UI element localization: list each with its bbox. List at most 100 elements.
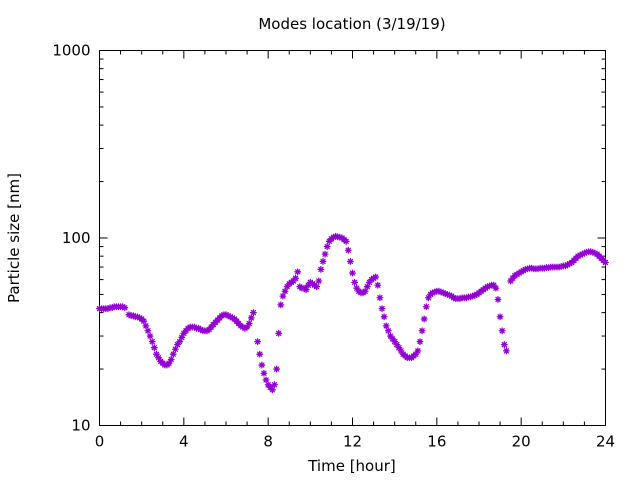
data-point <box>418 327 426 335</box>
data-point <box>494 296 502 303</box>
data-point <box>317 265 325 273</box>
data-point <box>222 311 230 319</box>
data-point <box>378 305 386 313</box>
data-point <box>591 249 599 257</box>
y-tick-label: 100 <box>62 229 91 247</box>
data-point <box>507 277 515 285</box>
data-point <box>492 284 500 292</box>
chart-title: Modes location (3/19/19) <box>258 15 445 33</box>
data-point <box>374 281 382 289</box>
data-point <box>258 361 266 369</box>
axis-tick-labels: 0 4 8 12 16 20 24 10 100 1000 <box>52 42 615 451</box>
data-point <box>574 252 582 260</box>
data-point <box>119 303 127 311</box>
y-axis-label: Particle size [nm] <box>5 173 23 303</box>
data-point <box>431 288 439 296</box>
data-point <box>462 294 470 302</box>
data-point <box>262 376 270 384</box>
data-point <box>281 287 289 295</box>
data-point <box>414 347 422 355</box>
x-tick-label: 20 <box>512 433 531 451</box>
data-point <box>361 287 369 295</box>
data-point <box>279 292 287 300</box>
data-point <box>578 250 586 258</box>
data-point <box>152 350 160 358</box>
data-point <box>218 312 226 320</box>
data-point <box>256 350 264 358</box>
x-tick-label: 24 <box>596 433 615 451</box>
data-point <box>429 289 437 297</box>
data-point <box>260 369 268 377</box>
x-tick-label: 0 <box>95 433 105 451</box>
data-point <box>456 295 464 303</box>
data-point <box>498 327 506 335</box>
data-point <box>313 283 321 291</box>
data-point <box>226 313 234 321</box>
data-point <box>471 291 479 299</box>
x-tick-label: 8 <box>263 433 273 451</box>
data-point <box>342 237 350 245</box>
data-point <box>397 347 405 355</box>
data-point <box>450 294 458 302</box>
data-point <box>576 251 584 259</box>
data-point <box>439 289 447 297</box>
data-point <box>290 277 297 285</box>
data-point <box>564 261 571 269</box>
data-point <box>148 338 156 346</box>
x-tick-label: 16 <box>427 433 446 451</box>
data-point <box>167 356 175 363</box>
data-point <box>412 350 420 358</box>
axis-ticks <box>99 50 606 426</box>
data-point <box>283 283 291 291</box>
plot-frame <box>99 50 606 426</box>
data-point <box>384 327 392 335</box>
data-point <box>346 257 354 265</box>
data-point <box>441 290 449 298</box>
data-point <box>121 304 129 312</box>
data-point <box>589 248 597 256</box>
data-point <box>108 304 116 312</box>
data-point <box>245 320 253 327</box>
y-tick-label: 10 <box>71 417 90 435</box>
data-point <box>380 313 388 321</box>
data-point <box>155 354 162 362</box>
data-point <box>323 243 331 251</box>
data-point <box>125 311 133 319</box>
data-point <box>268 386 276 394</box>
data-point <box>176 338 184 346</box>
data-point <box>140 317 148 325</box>
data-point <box>496 313 504 321</box>
data-point <box>247 314 255 322</box>
data-point <box>271 381 278 389</box>
data-point <box>382 322 390 330</box>
x-axis-label: Time [hour] <box>307 457 396 475</box>
data-point <box>446 291 453 299</box>
data-point <box>254 338 262 346</box>
data-point <box>395 344 403 352</box>
data-point <box>393 341 401 349</box>
data-point <box>351 278 359 286</box>
data-point <box>467 293 475 301</box>
data-point <box>304 281 312 289</box>
data-point <box>142 322 150 330</box>
data-point <box>224 312 232 320</box>
data-point <box>144 327 152 335</box>
data-points <box>96 232 609 394</box>
data-point <box>249 309 257 317</box>
data-point <box>486 282 493 290</box>
data-point <box>344 246 352 254</box>
data-point <box>420 315 428 323</box>
data-point <box>171 345 179 353</box>
data-point <box>294 268 302 276</box>
data-point <box>178 333 186 341</box>
data-point <box>292 274 300 282</box>
data-point <box>277 301 285 309</box>
data-point <box>349 269 356 277</box>
data-point <box>169 350 177 358</box>
data-point <box>580 249 588 257</box>
data-point <box>469 292 477 300</box>
data-point <box>174 341 181 349</box>
data-point <box>228 314 236 322</box>
data-point <box>483 283 491 291</box>
